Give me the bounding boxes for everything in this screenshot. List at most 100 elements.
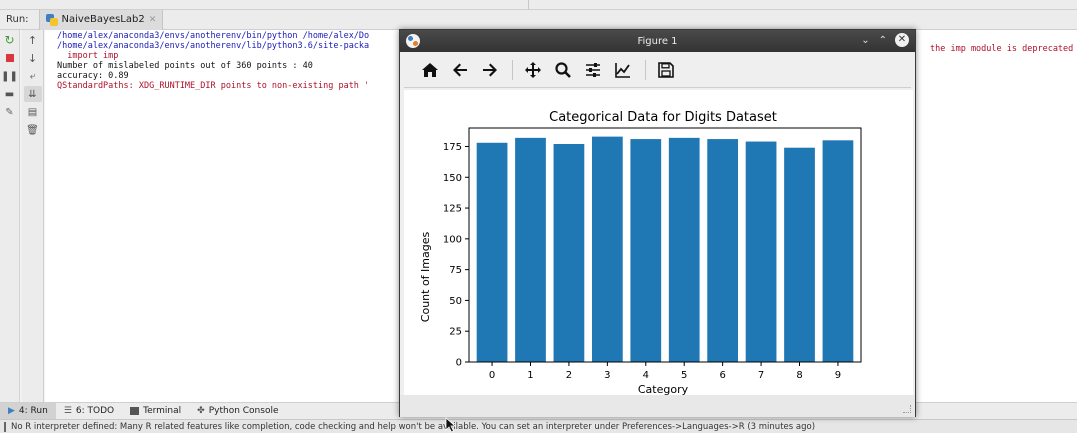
x-tick-label: 5 bbox=[681, 370, 687, 381]
run-header: Run: NaiveBayesLab2 ✕ bbox=[0, 9, 1077, 30]
bar-4 bbox=[630, 139, 662, 362]
tab-todo-label: 6: TODO bbox=[75, 406, 115, 416]
y-tick-label: 150 bbox=[443, 173, 462, 184]
x-tick-label: 8 bbox=[796, 370, 802, 381]
x-tick-label: 3 bbox=[604, 370, 610, 381]
console-line: /home/alex/anaconda3/envs/anotherenv/bin… bbox=[57, 31, 370, 41]
status-bar: No R interpreter defined: Many R related… bbox=[0, 419, 1077, 433]
arrow-down-icon[interactable]: ↓ bbox=[27, 51, 38, 65]
zoom-icon[interactable] bbox=[551, 58, 575, 82]
figure-window: Figure 1 ⌄ ⌃ ✕ bbox=[399, 29, 916, 417]
bar-8 bbox=[784, 147, 815, 362]
run-toolbar-secondary: ↑ ↓ ⤶ ⇊ ▤ 🗑 bbox=[22, 30, 44, 402]
close-window-icon[interactable]: ✕ bbox=[895, 33, 909, 47]
y-tick-label: 175 bbox=[443, 142, 462, 153]
top-strip bbox=[0, 0, 1077, 10]
y-tick-label: 50 bbox=[449, 296, 462, 307]
bar-chart: Categorical Data for Digits Dataset 0255… bbox=[419, 110, 862, 396]
scroll-to-end-icon[interactable]: ⇊ bbox=[23, 86, 42, 102]
soft-wrap-icon[interactable]: ⤶ bbox=[29, 70, 36, 82]
x-tick-label: 4 bbox=[643, 370, 649, 381]
status-message[interactable]: No R interpreter defined: Many R related… bbox=[11, 421, 816, 432]
window-controls: ⌄ ⌃ ✕ bbox=[852, 33, 909, 47]
toolbar-separator bbox=[645, 59, 646, 80]
x-tick-label: 6 bbox=[719, 370, 725, 381]
pan-icon[interactable] bbox=[521, 58, 545, 82]
arrow-up-icon[interactable]: ↑ bbox=[27, 33, 38, 47]
bar-0 bbox=[476, 142, 508, 362]
top-strip-divider bbox=[528, 0, 529, 10]
figure-titlebar[interactable]: Figure 1 ⌄ ⌃ ✕ bbox=[400, 30, 915, 52]
toolbar-separator bbox=[512, 59, 513, 80]
bar-7 bbox=[745, 141, 777, 362]
trash-icon[interactable]: 🗑 bbox=[26, 124, 39, 136]
run-toolbar-primary: ↻ ❚❚ ▬ ✎ bbox=[0, 30, 20, 402]
bar-1 bbox=[515, 137, 546, 362]
tab-todo[interactable]: ☰ 6: TODO bbox=[56, 403, 122, 420]
status-icon bbox=[4, 421, 6, 432]
chart-title: Categorical Data for Digits Dataset bbox=[549, 110, 777, 125]
bar-2 bbox=[553, 144, 585, 362]
pin-icon[interactable]: ✎ bbox=[5, 106, 14, 118]
close-icon[interactable]: ✕ bbox=[148, 14, 157, 25]
print-icon[interactable]: ▤ bbox=[27, 106, 38, 118]
list-icon: ☰ bbox=[63, 406, 72, 416]
tab-terminal[interactable]: Terminal bbox=[122, 403, 189, 420]
x-ticks: 0 1 2 3 4 5 6 7 8 9 bbox=[489, 362, 841, 381]
stop-icon[interactable] bbox=[1, 50, 19, 66]
console-line: QStandardPaths: XDG_RUNTIME_DIR points t… bbox=[57, 81, 370, 91]
pause-icon[interactable]: ❚❚ bbox=[1, 70, 18, 82]
x-axis-label: Category bbox=[638, 383, 689, 395]
console-line: import imp bbox=[57, 51, 119, 61]
figure-canvas[interactable]: Categorical Data for Digits Dataset 0 25 5… bbox=[404, 90, 913, 396]
python-icon bbox=[45, 13, 58, 26]
x-tick-label: 7 bbox=[758, 370, 764, 381]
console-line: Number of mislabeled points out of 360 p… bbox=[57, 61, 313, 71]
tab-python-console-label: Python Console bbox=[208, 406, 279, 416]
y-tick-label: 100 bbox=[443, 234, 462, 245]
bar-3 bbox=[591, 136, 623, 362]
tab-terminal-label: Terminal bbox=[143, 406, 182, 416]
figure-title: Figure 1 bbox=[637, 35, 678, 47]
console-line: /home/alex/anaconda3/envs/anotherenv/lib… bbox=[57, 41, 370, 51]
app-icon bbox=[406, 34, 420, 48]
tab-run-label: 4: Run bbox=[18, 406, 48, 416]
y-tick-label: 75 bbox=[449, 265, 462, 276]
run-label: Run: bbox=[6, 14, 29, 25]
console-line: accuracy: 0.89 bbox=[57, 71, 129, 81]
x-tick-label: 9 bbox=[835, 370, 841, 381]
x-tick-label: 1 bbox=[527, 370, 533, 381]
x-tick-label: 2 bbox=[566, 370, 572, 381]
save-icon[interactable] bbox=[654, 58, 678, 82]
bar-5 bbox=[668, 137, 700, 362]
axes-frame bbox=[468, 127, 862, 363]
x-tick-label: 0 bbox=[489, 370, 495, 381]
minimize-icon[interactable]: ⌄ bbox=[861, 34, 870, 46]
run-tab-label: NaiveBayesLab2 bbox=[61, 14, 145, 25]
console-line-overflow: the imp module is deprecated i bbox=[930, 44, 1077, 54]
python-console-icon: ✤ bbox=[197, 406, 205, 416]
edit-axes-icon[interactable] bbox=[611, 58, 635, 82]
mouse-pointer-icon bbox=[445, 417, 457, 433]
tab-python-console[interactable]: ✤ Python Console bbox=[189, 403, 286, 420]
y-tick-label: 25 bbox=[449, 327, 462, 338]
y-ticks: 0 25 50 75 100 125 150 175 bbox=[443, 142, 469, 369]
y-tick-label: 125 bbox=[443, 204, 462, 215]
resize-grip-icon[interactable] bbox=[903, 405, 911, 413]
back-arrow-icon[interactable] bbox=[448, 58, 472, 82]
y-axis-label: Count of Images bbox=[419, 232, 432, 323]
run-icon: ▶ bbox=[8, 406, 15, 416]
configure-subplots-icon[interactable] bbox=[581, 58, 605, 82]
bar-9 bbox=[822, 140, 854, 362]
terminal-icon bbox=[130, 407, 140, 415]
rerun-icon[interactable]: ↻ bbox=[4, 33, 15, 47]
matplotlib-toolbar bbox=[404, 52, 911, 88]
figure-statusbar bbox=[400, 395, 915, 417]
tab-run[interactable]: ▶ 4: Run bbox=[0, 402, 56, 420]
home-icon[interactable] bbox=[418, 58, 442, 82]
bar-6 bbox=[707, 139, 739, 362]
maximize-icon[interactable]: ⌃ bbox=[878, 34, 887, 46]
run-tab-naivebayeslab2[interactable]: NaiveBayesLab2 ✕ bbox=[38, 9, 164, 30]
forward-arrow-icon[interactable] bbox=[478, 58, 502, 82]
layout-icon[interactable]: ▬ bbox=[4, 88, 15, 100]
